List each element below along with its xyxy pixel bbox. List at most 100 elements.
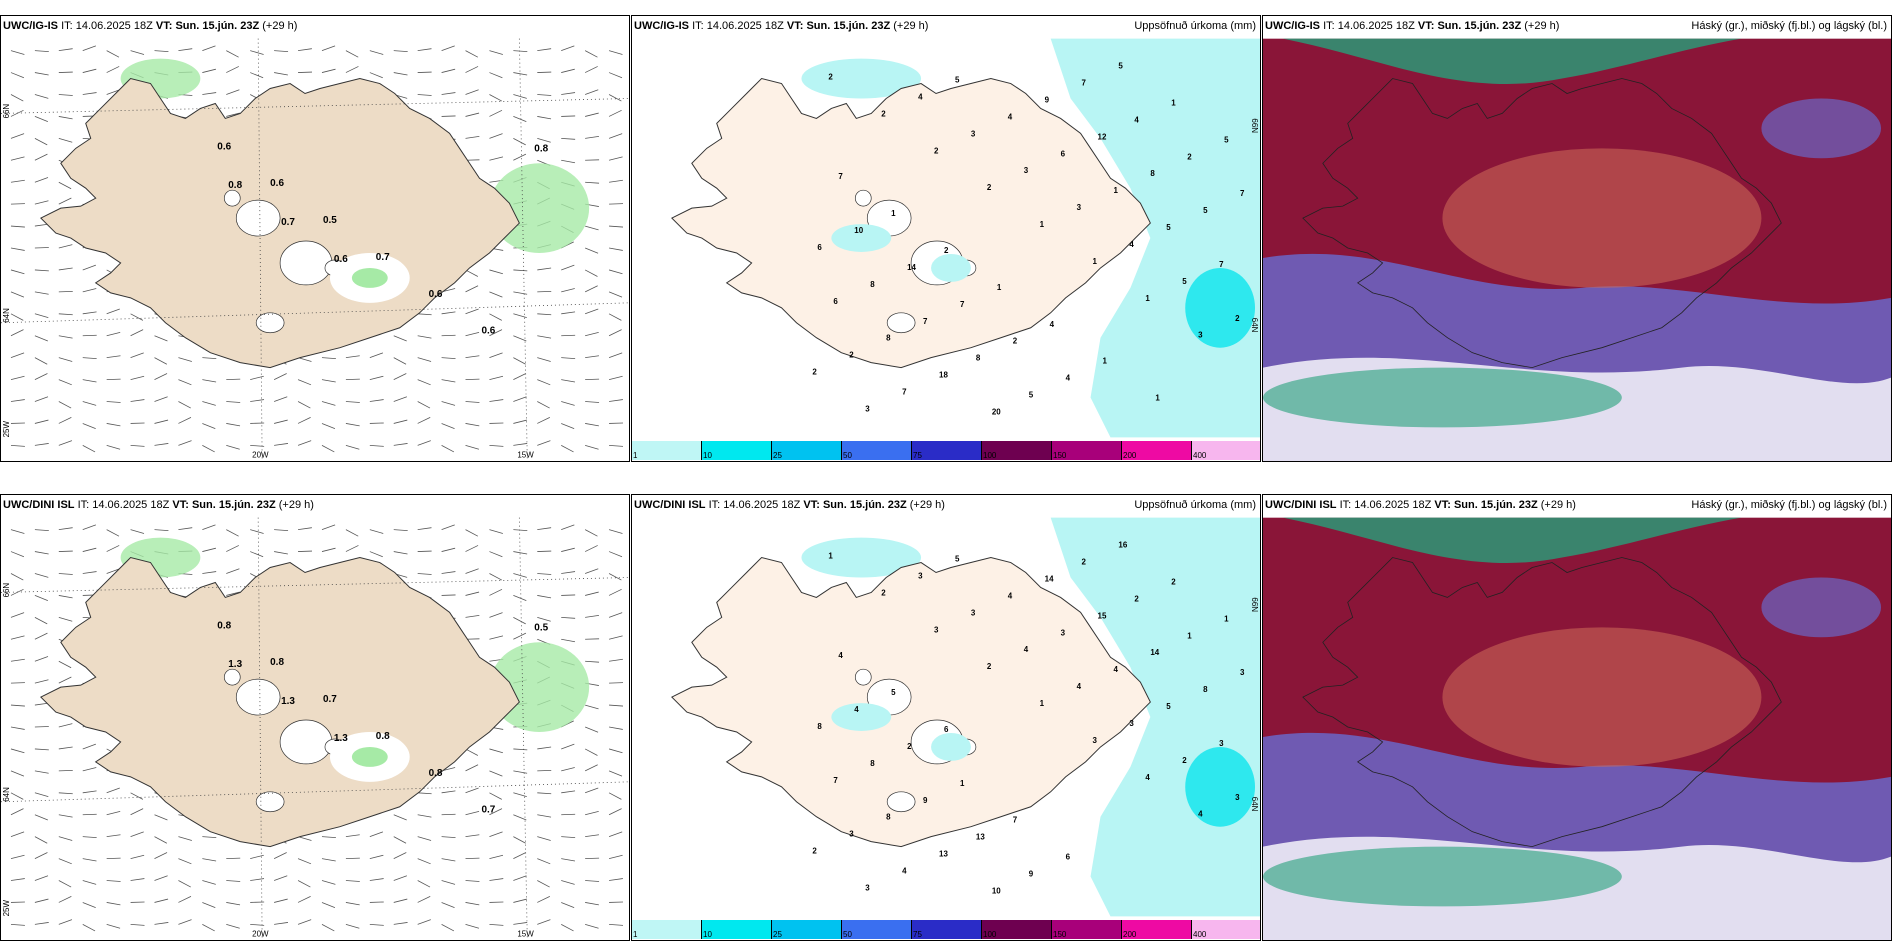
value-label: 3 [1240,668,1245,677]
legend-label: 150 [1053,930,1067,939]
legend-label: 10 [703,930,712,939]
value-label: 4 [1050,320,1055,329]
legend-label: 400 [1193,930,1207,939]
value-label: 5 [955,76,960,85]
value-label: 0.6 [429,289,443,300]
panel-wind-igis: UWC/IG-IS IT: 14.06.2025 18Z VT: Sun. 15… [0,15,630,462]
value-label: 0.5 [323,215,337,226]
precipitation-map[interactable]: 1232134423334432334543453781310141514888… [632,517,1260,941]
value-label: 2 [1235,314,1240,323]
cloud-map[interactable] [1263,517,1891,941]
wind-map[interactable]: 0.8 0.8 0.7 0.8 0.8 0.7 0.5 1.3 1.3 1.3 20W 15W 66N 6… [1,517,629,941]
value-label: 4 [902,867,907,876]
value-label: 16 [1118,541,1127,550]
value-label: 3 [1219,739,1224,748]
value-label: 5 [1166,223,1171,232]
axis-label: 25W [2,421,11,438]
value-label: 3 [849,830,854,839]
value-label: 9 [1029,870,1034,879]
legend-label: 50 [843,451,852,460]
value-label: 2 [944,246,949,255]
value-label: 5 [955,555,960,564]
value-label: 6 [944,725,949,734]
value-label: 9 [923,796,928,805]
value-label: 13 [939,850,948,859]
value-label: 5 [1166,702,1171,711]
value-label: 2 [828,73,833,82]
panel-cloud-igis: UWC/IG-IS IT: 14.06.2025 18Z VT: Sun. 15… [1262,15,1892,462]
precip-legend: 1 10 25 50 75 100 150 200 400 [632,441,1260,461]
value-label: 0.8 [228,180,242,191]
value-label: 15 [1098,611,1107,620]
value-label: 7 [1219,260,1224,269]
value-label: 3 [971,129,976,138]
value-label: 2 [987,183,992,192]
value-label: 7 [960,300,965,309]
value-label: 3 [1077,203,1082,212]
value-label: 3 [1093,736,1098,745]
value-label: 7 [923,317,928,326]
legend-swatch [982,441,1052,460]
axis-label: 66N [1250,597,1259,612]
value-label: 10 [992,886,1001,895]
value-label: 4 [1077,682,1082,691]
legend-label: 75 [913,930,922,939]
value-label: 8 [870,280,875,289]
legend-swatch [842,920,912,939]
panel-wind-dini: UWC/DINI ISL IT: 14.06.2025 18Z VT: Sun.… [0,494,630,941]
value-label: 2 [1082,558,1087,567]
legend-swatch [1052,920,1122,939]
value-label: 3 [1129,719,1134,728]
value-label: 2 [987,662,992,671]
value-label: 4 [854,705,859,714]
cloud-map[interactable] [1263,38,1891,462]
value-label: 10 [854,226,863,235]
legend-swatch [772,920,842,939]
value-label: 8 [886,813,891,822]
value-label: 7 [838,172,843,181]
value-label: 0.5 [534,622,548,633]
wind-map[interactable]: 0.6 0.6 0.5 0.7 0.6 0.6 0.8 0.8 0.7 0.6 20W 15W 66N 6… [1,38,629,462]
axis-label: 20W [252,450,269,459]
value-label: 4 [918,92,923,101]
value-label: 1 [1155,394,1160,403]
value-label: 4 [1113,665,1118,674]
axis-label: 64N [1250,318,1259,333]
value-label: 3 [1024,166,1029,175]
legend-label: 10 [703,451,712,460]
value-label: 3 [934,625,939,634]
value-label: 5 [1118,62,1123,71]
value-label: 14 [907,263,916,272]
value-label: 0.6 [217,141,231,152]
value-label: 3 [865,883,870,892]
value-label: 1 [1103,357,1108,366]
value-label: 7 [1082,79,1087,88]
legend-swatch [982,920,1052,939]
value-label: 2 [1134,594,1139,603]
value-label: 1.3 [281,696,295,707]
legend-swatch [702,920,772,939]
value-label: 0.6 [270,178,284,189]
legend-swatch [1122,920,1192,939]
axis-label: 64N [1250,797,1259,812]
value-label: 6 [817,243,822,252]
precipitation-map[interactable]: 2222111323433345227546157681820912856878… [632,38,1260,462]
panel-header: UWC/IG-IS IT: 14.06.2025 18Z VT: Sun. 15… [1,16,629,38]
panel-precip-dini: UWC/DINI ISL IT: 14.06.2025 18Z VT: Sun.… [631,494,1261,941]
value-label: 0.8 [429,768,443,779]
value-label: 1 [997,283,1002,292]
value-label: 2 [1171,577,1176,586]
value-label: 1 [1224,614,1229,623]
value-label: 7 [1240,189,1245,198]
value-label: 2 [1182,756,1187,765]
value-label: 1 [1113,186,1118,195]
value-label: 4 [1008,112,1013,121]
value-label: 8 [1203,685,1208,694]
value-label: 8 [870,759,875,768]
value-label: 7 [1013,816,1018,825]
value-label: 1 [891,209,896,218]
value-label: 0.8 [270,657,284,668]
value-label: 0.7 [376,252,390,263]
value-label: 7 [902,388,907,397]
panel-header: UWC/DINI ISL IT: 14.06.2025 18Z VT: Sun.… [1263,495,1891,517]
